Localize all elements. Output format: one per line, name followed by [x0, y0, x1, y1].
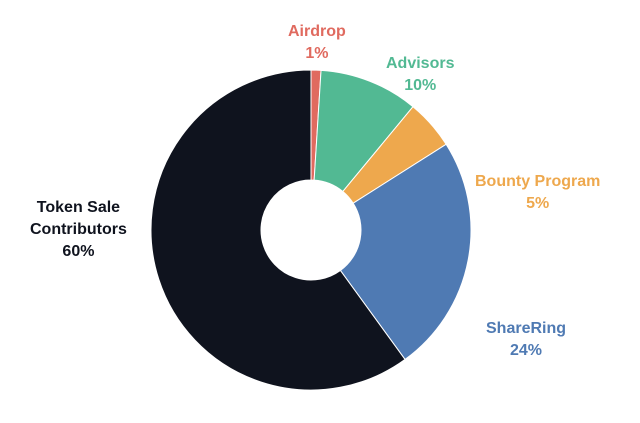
label-token-sale-line1: Token Sale: [36, 199, 121, 216]
label-token-sale-line2: Contributors: [30, 221, 127, 238]
label-advisors-name: Advisors: [386, 55, 455, 72]
label-token-sale-percent: 60%: [62, 243, 95, 260]
label-bounty-program: Bounty Program 5%: [475, 171, 600, 215]
label-advisors-percent: 10%: [404, 77, 437, 94]
label-airdrop-name: Airdrop: [288, 23, 346, 40]
label-bounty-program-percent: 5%: [526, 195, 550, 212]
label-airdrop-percent: 1%: [305, 45, 329, 62]
label-airdrop: Airdrop 1%: [288, 21, 346, 65]
label-bounty-program-name: Bounty Program: [475, 173, 601, 190]
label-token-sale-contributors: Token Sale Contributors 60%: [30, 197, 127, 263]
slice-token-sale-contributors: [150, 69, 406, 391]
label-advisors: Advisors 10%: [386, 53, 454, 97]
label-sharering-name: ShareRing: [486, 320, 567, 337]
label-sharering: ShareRing 24%: [486, 318, 566, 362]
slice-sharering: [339, 143, 472, 361]
label-sharering-percent: 24%: [509, 342, 543, 359]
